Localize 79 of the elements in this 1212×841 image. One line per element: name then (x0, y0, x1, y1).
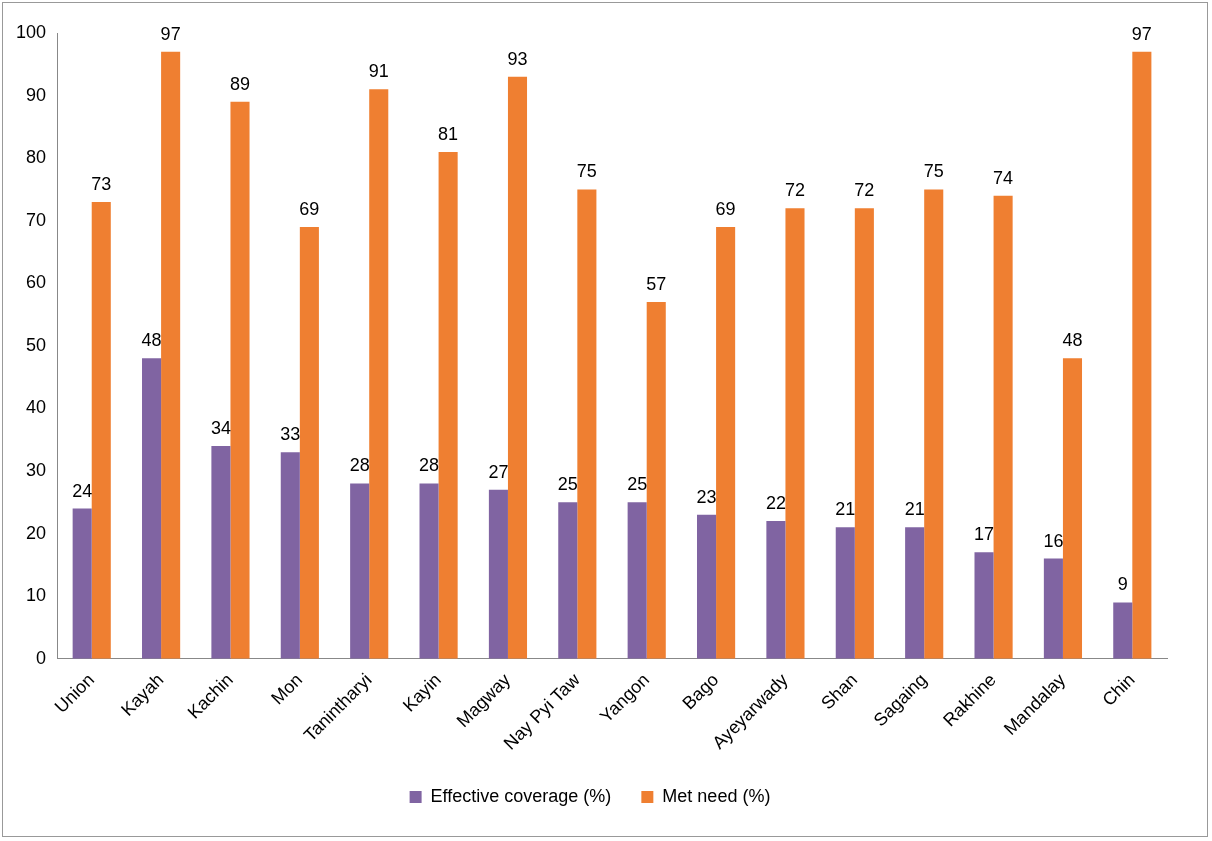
data-label: 72 (854, 180, 875, 201)
data-label: 17 (974, 524, 995, 545)
bar (993, 195, 1013, 659)
y-tick-label: 100 (15, 21, 47, 42)
data-label: 91 (368, 61, 389, 82)
data-label: 93 (507, 48, 528, 69)
x-tick-label: Chin (1098, 669, 1139, 710)
bar (716, 226, 736, 659)
data-label: 21 (835, 499, 856, 520)
y-tick-label: 90 (26, 84, 47, 105)
x-tick-label: Mon (267, 669, 307, 709)
data-label: 23 (696, 486, 717, 507)
data-label: 48 (1062, 330, 1083, 351)
bar (1132, 51, 1152, 659)
bar (854, 208, 874, 659)
legend-label: Effective coverage (%) (430, 785, 612, 806)
bar (507, 76, 528, 659)
data-label: 75 (923, 161, 944, 182)
bar (280, 452, 300, 659)
data-label: 27 (488, 461, 509, 482)
bar (369, 89, 389, 659)
y-tick-label: 60 (26, 272, 47, 293)
bar (419, 483, 439, 659)
y-tick-label: 10 (26, 585, 47, 606)
bar (905, 527, 925, 659)
bar (1113, 602, 1133, 659)
data-label: 21 (904, 499, 925, 520)
data-label: 33 (280, 424, 301, 445)
bar (974, 552, 994, 659)
bar (924, 189, 944, 659)
data-label: 9 (1117, 574, 1128, 595)
data-label: 28 (349, 455, 370, 476)
bar (1062, 358, 1083, 659)
bar (438, 151, 458, 659)
bar (142, 358, 162, 659)
bar (697, 514, 717, 659)
data-label: 69 (299, 198, 320, 219)
bar (766, 521, 786, 659)
y-tick-label: 0 (36, 647, 47, 668)
data-label: 69 (715, 198, 736, 219)
bar (785, 208, 805, 659)
bar (1043, 558, 1063, 659)
data-label: 72 (784, 180, 805, 201)
data-label: 28 (419, 455, 440, 476)
bar (91, 201, 111, 659)
bar (835, 527, 855, 659)
bar (646, 302, 666, 659)
bar (211, 445, 231, 659)
y-tick-label: 40 (26, 397, 47, 418)
data-label: 57 (646, 274, 667, 295)
data-label: 74 (993, 167, 1014, 188)
data-label: 89 (229, 73, 251, 94)
bar (350, 483, 370, 659)
data-label: 25 (557, 474, 578, 495)
y-tick-label: 70 (26, 209, 47, 230)
y-tick-label: 20 (26, 522, 47, 543)
data-label: 81 (438, 123, 459, 144)
data-label: 97 (1131, 23, 1152, 44)
bar (72, 508, 92, 659)
y-tick-label: 30 (26, 459, 47, 480)
bar (627, 502, 647, 659)
data-label: 24 (72, 480, 93, 501)
data-label: 22 (765, 493, 786, 514)
data-label: 25 (627, 474, 648, 495)
bar (161, 51, 181, 659)
data-label: 97 (160, 23, 181, 44)
bar (230, 101, 250, 659)
y-tick-label: 80 (26, 147, 47, 168)
data-label: 73 (91, 173, 112, 194)
legend-label: Met need (%) (662, 785, 771, 806)
bar (558, 502, 578, 659)
data-label: 48 (141, 330, 162, 351)
data-label: 16 (1043, 530, 1064, 551)
bar (299, 226, 319, 659)
y-tick-label: 50 (26, 334, 47, 355)
data-label: 75 (576, 161, 597, 182)
data-label: 34 (210, 417, 231, 438)
bar (488, 489, 508, 659)
bar (577, 189, 597, 659)
